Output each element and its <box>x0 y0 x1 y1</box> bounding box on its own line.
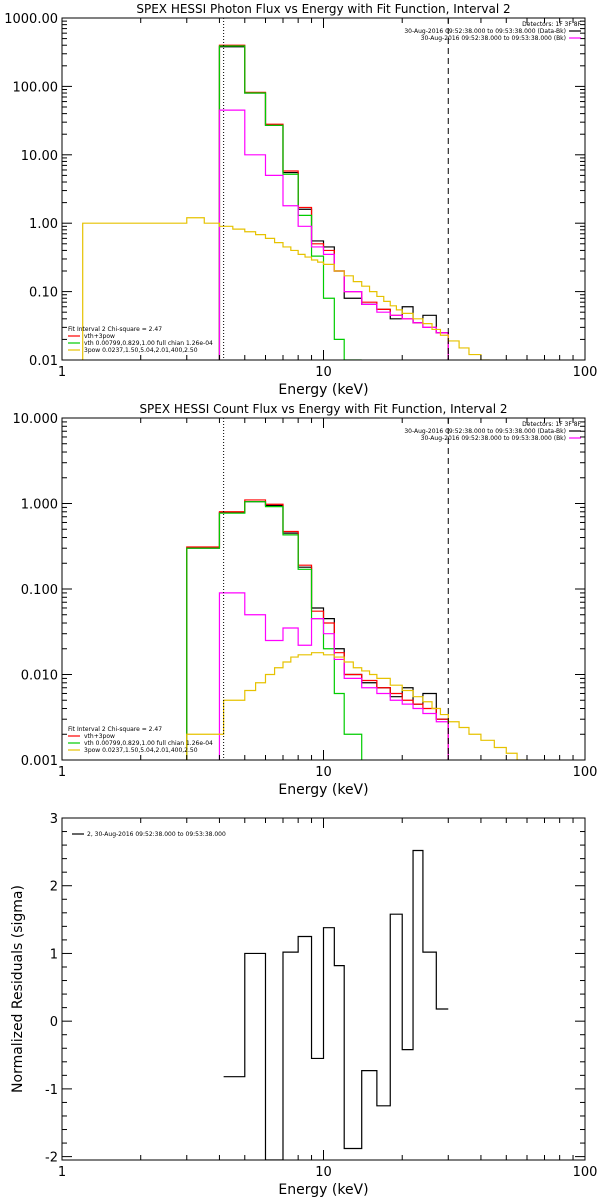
y-tick-label: 0 <box>50 1015 58 1030</box>
x-axis-label: Energy (keV) <box>278 1182 368 1198</box>
y-tick-label: 1.000 <box>21 498 58 513</box>
legend-bottom-entry: vth 0.00799,0.829,1.00 full chian 1.26e-… <box>84 740 213 747</box>
series-bk <box>218 109 449 360</box>
y-tick-label: 0.10 <box>29 286 58 301</box>
y-tick-label: -2 <box>45 1151 58 1166</box>
series-vth-3pow <box>186 499 449 760</box>
x-tick-label: 10 <box>315 365 332 380</box>
y-tick-label: -1 <box>45 1083 58 1098</box>
x-tick-label: 100 <box>573 765 598 780</box>
y-tick-label: 0.001 <box>21 754 58 769</box>
plot-area <box>82 44 490 360</box>
y-tick-label: 0.100 <box>21 583 58 598</box>
series-vth <box>218 45 362 360</box>
x-tick-label: 1 <box>58 765 66 780</box>
plot-area <box>223 849 449 1160</box>
x-tick-label: 100 <box>573 1165 598 1180</box>
plot-frame <box>61 417 586 761</box>
x-axis-label: Energy (keV) <box>278 382 368 398</box>
plot-frame <box>61 17 586 361</box>
chart-title: SPEX HESSI Count Flux vs Energy with Fit… <box>139 402 507 416</box>
legend-bottom-header: Fit Interval 2 Chi-square = 2.47 <box>68 726 162 733</box>
legend-bottom-header: Fit Interval 2 Chi-square = 2.47 <box>68 326 162 333</box>
y-tick-label: 100.00 <box>13 80 59 95</box>
y-tick-label: 1.00 <box>29 217 58 232</box>
x-tick-label: 1 <box>58 365 66 380</box>
y-tick-label: 1 <box>50 947 58 962</box>
y-tick-label: 2 <box>50 880 58 895</box>
x-axis-label: Energy (keV) <box>278 782 368 798</box>
chart-title: SPEX HESSI Photon Flux vs Energy with Fi… <box>136 2 510 16</box>
legend-top-entry: 30-Aug-2016 09:52:38.000 to 09:53:38.000… <box>421 435 566 442</box>
y-tick-label: 0.01 <box>29 354 58 369</box>
series-3pow <box>186 652 526 760</box>
y-tick-label: 10.00 <box>21 149 58 164</box>
legend-bottom-entry: vth+3pow <box>84 733 115 740</box>
x-tick-label: 10 <box>315 765 332 780</box>
plot-area <box>186 499 526 760</box>
series-data-bk <box>186 501 449 760</box>
series-vth <box>186 501 363 760</box>
legend-top-entry: 30-Aug-2016 09:52:38.000 to 09:53:38.000… <box>404 28 566 35</box>
legend-top-entry: 30-Aug-2016 09:52:38.000 to 09:53:38.000… <box>421 35 566 42</box>
photon-flux-panel: 1 10 100 0.01 0.10 1.00 10.00 100.00 1000.00 SPEX… <box>4 2 597 398</box>
x-tick-label: 100 <box>573 365 598 380</box>
legend-top-entry: 30-Aug-2016 09:52:38.000 to 09:53:38.000… <box>404 428 566 435</box>
legend-top-entry: 2, 30-Aug-2016 09:52:38.000 to 09:53:38.… <box>87 831 226 838</box>
y-tick-label: 3 <box>50 812 58 827</box>
x-tick-label: 1 <box>58 1165 66 1180</box>
legend-bottom-entry: 3pow 0.0237,1.50,5.04,2.01,400,2.50 <box>84 747 198 754</box>
x-tick-label: 10 <box>315 1165 332 1180</box>
y-axis-label: Normalized Residuals (sigma) <box>10 885 26 1093</box>
series-3pow <box>82 217 490 360</box>
y-tick-label: 1000.00 <box>4 12 58 27</box>
legend-bottom-entry: vth 0.00799,0.829,1.00 full chian 1.26e-… <box>84 340 213 347</box>
legend-top-header: Detectors: 1F 3F 8F <box>522 421 581 428</box>
residuals-panel: 1 10 100 -2 -1 0 1 2 3 Energy (keV) Normalized Res… <box>10 812 597 1198</box>
y-tick-label: 10.000 <box>13 412 59 427</box>
y-tick-label: 0.010 <box>21 669 58 684</box>
series-residuals <box>223 849 449 1160</box>
legend-top-header: Detectors: 1F 3F 8F <box>522 21 581 28</box>
count-flux-panel: 1 10 100 0.001 0.010 0.100 1.000 10.000 SPEX HES… <box>13 402 598 798</box>
legend-bottom-entry: 3pow 0.0237,1.50,5.04,2.01,400,2.50 <box>84 347 198 354</box>
series-bk <box>218 592 449 760</box>
legend-bottom-entry: vth+3pow <box>84 333 115 340</box>
